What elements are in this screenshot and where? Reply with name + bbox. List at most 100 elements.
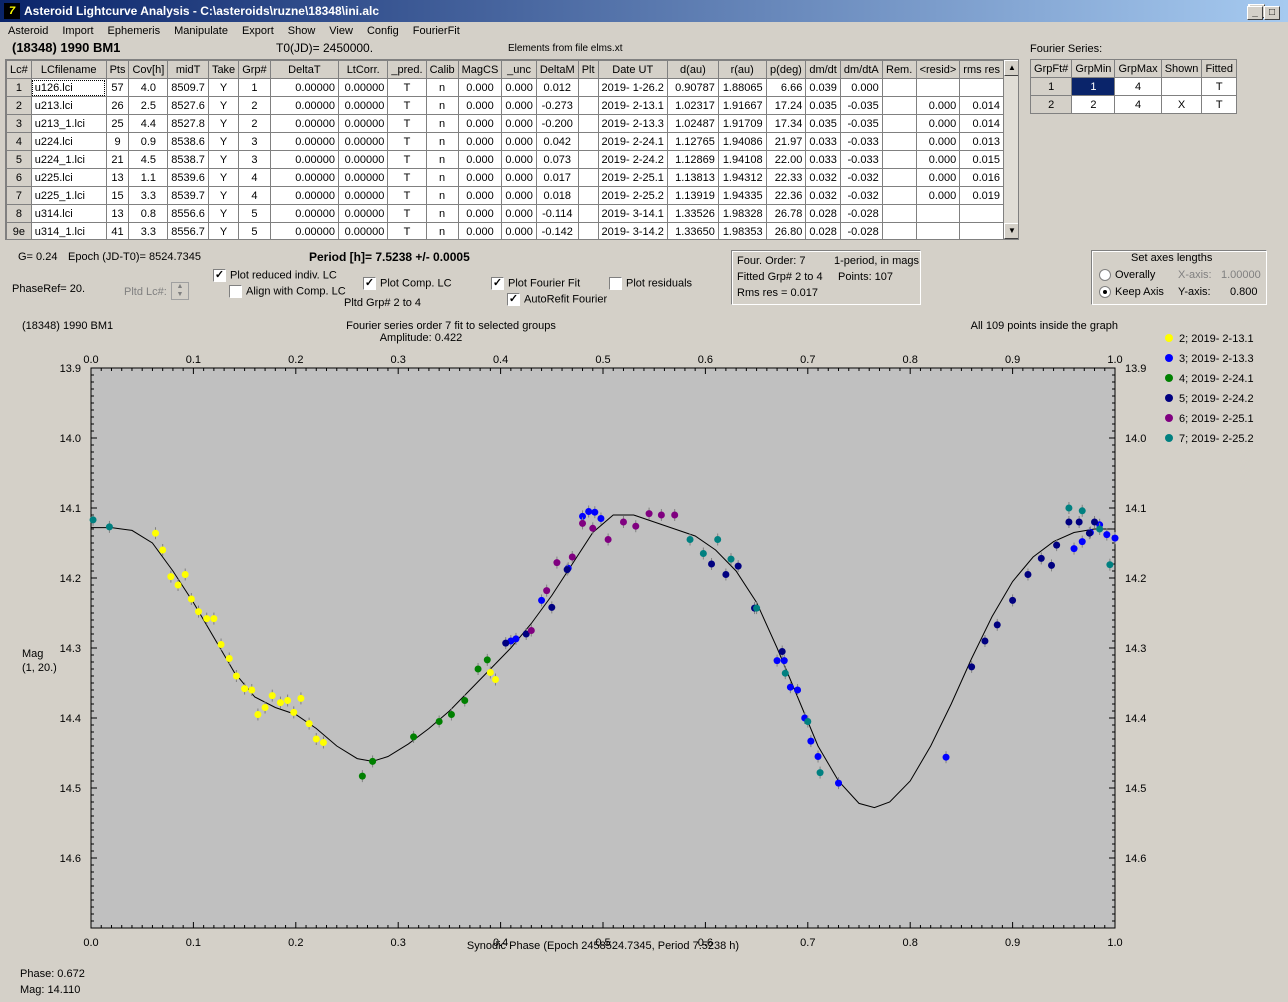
- table-cell[interactable]: 1.91709: [717, 114, 767, 133]
- table-cell[interactable]: [577, 114, 599, 133]
- table-cell[interactable]: 0.00000: [269, 186, 340, 205]
- table-cell[interactable]: 0.00000: [338, 186, 389, 205]
- table-cell[interactable]: T: [387, 204, 427, 223]
- table-cell[interactable]: 13: [105, 168, 130, 187]
- menu-config[interactable]: Config: [366, 25, 399, 37]
- table-cell[interactable]: 3: [238, 132, 271, 151]
- table-cell[interactable]: T: [387, 168, 427, 187]
- table-cell[interactable]: u225_1.lci: [30, 186, 107, 205]
- table-cell[interactable]: 0.000: [457, 186, 503, 205]
- table-cell[interactable]: 0.000: [501, 150, 537, 169]
- table-cell[interactable]: 15: [105, 186, 130, 205]
- menu-ephemeris[interactable]: Ephemeris: [107, 25, 161, 37]
- table-cell[interactable]: 2: [1071, 95, 1116, 114]
- checkbox-checked-icon[interactable]: ✓: [213, 269, 226, 282]
- table-cell[interactable]: 0.00000: [338, 78, 389, 97]
- table-cell[interactable]: 8538.6: [167, 132, 209, 151]
- table-cell[interactable]: 0.012: [535, 78, 579, 97]
- table-cell[interactable]: T: [387, 186, 427, 205]
- table-cell[interactable]: 1.98328: [717, 204, 767, 223]
- table-cell[interactable]: 0.000: [915, 96, 961, 115]
- table-cell[interactable]: 0.00000: [269, 222, 340, 239]
- table-cell[interactable]: 5: [238, 222, 271, 239]
- fs-col-header[interactable]: Shown: [1160, 59, 1203, 78]
- menu-show[interactable]: Show: [287, 25, 316, 37]
- table-cell[interactable]: n: [425, 168, 459, 187]
- table-cell[interactable]: [881, 114, 917, 133]
- table-cell[interactable]: -0.033: [839, 132, 883, 151]
- table-cell[interactable]: 0.9: [128, 132, 169, 151]
- table-cell[interactable]: 4.5: [128, 150, 169, 169]
- table-cell[interactable]: -0.032: [839, 168, 883, 187]
- lc-col-header[interactable]: Lc#: [6, 60, 32, 79]
- table-cell[interactable]: 2019- 2-25.1: [597, 168, 668, 187]
- menu-import[interactable]: Import: [62, 25, 94, 37]
- table-cell[interactable]: -0.273: [535, 96, 579, 115]
- menu-manipulate[interactable]: Manipulate: [174, 25, 228, 37]
- table-cell[interactable]: [577, 186, 599, 205]
- table-cell[interactable]: 0.000: [457, 78, 503, 97]
- table-cell[interactable]: 2019- 2-24.1: [597, 132, 668, 151]
- table-cell[interactable]: 0.000: [457, 96, 503, 115]
- table-cell[interactable]: u225.lci: [30, 168, 107, 187]
- radio-on-icon[interactable]: [1099, 286, 1111, 299]
- table-cell[interactable]: 0.00000: [338, 114, 389, 133]
- lc-col-header[interactable]: Calib: [425, 60, 459, 79]
- table-cell[interactable]: n: [425, 150, 459, 169]
- option-align-comp[interactable]: Align with Comp. LC: [229, 285, 346, 298]
- lc-col-header[interactable]: MagCS: [457, 60, 503, 79]
- table-cell[interactable]: 0.00000: [269, 168, 340, 187]
- table-cell[interactable]: 5: [238, 204, 271, 223]
- minimize-button[interactable]: _: [1247, 6, 1263, 20]
- lc-col-header[interactable]: LCfilename: [30, 60, 107, 79]
- table-cell[interactable]: -0.114: [535, 204, 579, 223]
- table-cell[interactable]: [577, 96, 599, 115]
- table-cell[interactable]: 1: [6, 78, 32, 97]
- maximize-button[interactable]: □: [1264, 6, 1280, 20]
- table-cell[interactable]: 0.042: [535, 132, 579, 151]
- table-cell[interactable]: 1.88065: [717, 78, 767, 97]
- table-cell[interactable]: Y: [207, 96, 240, 115]
- table-cell[interactable]: u224_1.lci: [30, 150, 107, 169]
- table-cell[interactable]: 0.000: [915, 114, 961, 133]
- table-cell[interactable]: -0.028: [839, 222, 883, 239]
- table-cell[interactable]: 1: [1029, 77, 1073, 96]
- table-cell[interactable]: 0.000: [457, 132, 503, 151]
- table-cell[interactable]: [577, 132, 599, 151]
- table-cell[interactable]: 4: [1114, 77, 1162, 96]
- table-cell[interactable]: 1.33650: [666, 222, 719, 239]
- table-cell[interactable]: [577, 168, 599, 187]
- table-cell[interactable]: 2: [238, 96, 271, 115]
- table-cell[interactable]: 0.014: [959, 114, 1004, 133]
- table-cell[interactable]: n: [425, 132, 459, 151]
- fs-col-header[interactable]: GrpFt#: [1029, 59, 1073, 78]
- table-cell[interactable]: 21: [105, 150, 130, 169]
- checkbox-checked-icon[interactable]: ✓: [507, 293, 520, 306]
- table-cell[interactable]: 1.1: [128, 168, 169, 187]
- table-cell[interactable]: 1.13813: [666, 168, 719, 187]
- lc-col-header[interactable]: Grp#: [238, 60, 271, 79]
- table-cell[interactable]: u224.lci: [30, 132, 107, 151]
- table-cell[interactable]: T: [387, 150, 427, 169]
- table-cell[interactable]: 0.00000: [269, 78, 340, 97]
- table-cell[interactable]: 2019- 1-26.2: [597, 78, 668, 97]
- checkbox-unchecked-icon[interactable]: [229, 285, 242, 298]
- option-plot-fourier-fit[interactable]: ✓ Plot Fourier Fit: [491, 277, 581, 290]
- table-cell[interactable]: 21.97: [765, 132, 807, 151]
- table-cell[interactable]: 2019- 2-13.3: [597, 114, 668, 133]
- table-cell[interactable]: 8527.8: [167, 114, 209, 133]
- table-cell[interactable]: 8509.7: [167, 78, 209, 97]
- table-cell[interactable]: n: [425, 204, 459, 223]
- table-cell[interactable]: 0.039: [805, 78, 841, 97]
- table-cell[interactable]: u314_1.lci: [30, 222, 107, 239]
- table-cell[interactable]: 0.017: [535, 168, 579, 187]
- table-cell[interactable]: 2: [6, 96, 32, 115]
- lc-col-header[interactable]: Pts: [105, 60, 130, 79]
